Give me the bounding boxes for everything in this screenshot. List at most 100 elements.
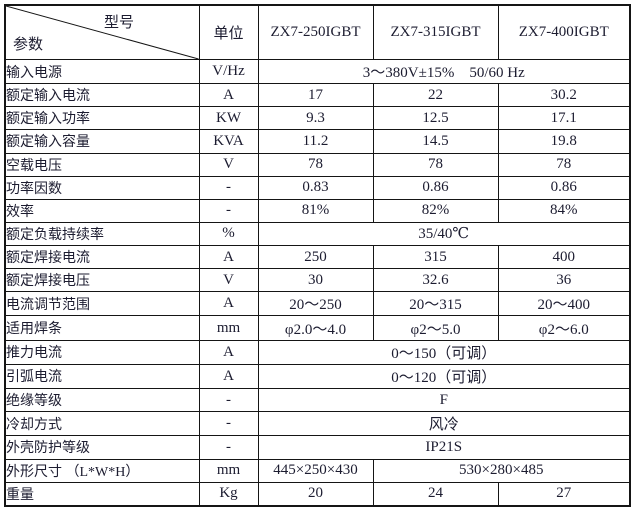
row-label: 额定负载持续率 [4,221,200,246]
row-unit: A [198,339,259,365]
row-label: 外形尺寸 （L*W*H） [4,458,200,483]
table-row: 效率 -81% 82% 84% [4,198,631,223]
row-value: 36 [497,268,631,293]
table-row: 适用焊条 mm φ2.0～4.0 φ2～5.0 φ2～6.0 [4,315,631,341]
row-unit: - [198,411,259,437]
table-row: 推力电流 A 0～150（可调） [4,339,631,365]
table-row: 外形尺寸 （L*W*H） mm 445×250×430 530×280×485 [4,458,631,483]
row-value: 81% [257,198,374,223]
row-value: 0～120（可调） [257,363,631,390]
row-unit: - [198,435,259,460]
column-header-model-2: ZX7-315IGBT [372,4,499,60]
row-unit: Kg [198,481,259,507]
row-label: 效率 [4,198,200,223]
corner-label-parameter: 参数 [13,37,44,53]
table-row: 输入电源 V/Hz 3～380V±15% 50/60 Hz [4,58,631,85]
row-value: 30 [257,268,374,293]
row-label: 推力电流 [4,339,200,365]
row-value: F [257,388,631,413]
row-value: 20 [257,481,374,507]
row-value: 0.86 [497,175,631,200]
table-row: 绝缘等级 - F [4,388,631,413]
row-value: 风冷 [257,411,631,437]
row-unit: mm [198,315,259,341]
row-label: 额定焊接电流 [4,244,200,270]
row-unit: KVA [198,129,259,154]
row-unit: A [198,244,259,270]
diagonal-divider-line [6,6,198,59]
row-unit: A [198,291,259,317]
table-row: 额定输入功率 KW 9.3 12.5 17.1 [4,106,631,131]
row-label: 重量 [4,481,200,507]
row-label: 额定输入功率 [4,106,200,131]
row-value: 530×280×485 [372,458,631,483]
row-label: 电流调节范围 [4,291,200,317]
row-value: 3～380V±15% 50/60 Hz [257,58,631,85]
spec-table: 型号 参数 单位 ZX7-250IGBT ZX7-315IGBT ZX7-400… [4,4,631,507]
column-header-unit: 单位 [198,4,259,60]
table-row: 空载电压 V 78 78 78 [4,152,631,177]
table-row: 外壳防护等级 - IP21S [4,435,631,460]
row-label: 绝缘等级 [4,388,200,413]
row-unit: V [198,152,259,177]
column-header-model-1: ZX7-250IGBT [257,4,374,60]
row-label: 额定输入电流 [4,83,200,108]
row-value: 0.86 [372,175,499,200]
table-row: 额定焊接电流 A 250 315 400 [4,244,631,270]
row-unit: A [198,83,259,108]
row-value: 22 [372,83,499,108]
row-value: IP21S [257,435,631,460]
row-value: 11.2 [257,129,374,154]
row-label: 空载电压 [4,152,200,177]
header-row: 型号 参数 单位 ZX7-250IGBT ZX7-315IGBT ZX7-400… [4,4,631,60]
row-value: 20～315 [372,291,499,317]
row-unit: % [198,221,259,246]
corner-cell: 型号 参数 [4,4,200,60]
row-unit: V/Hz [198,58,259,85]
row-unit: KW [198,106,259,131]
row-value: 17.1 [497,106,631,131]
row-label: 输入电源 [4,58,200,85]
row-unit: A [198,363,259,390]
row-value: 315 [372,244,499,270]
row-label: 额定焊接电压 [4,268,200,293]
table-row: 引弧电流 A 0～120（可调） [4,363,631,390]
row-value: 9.3 [257,106,374,131]
row-value: 78 [372,152,499,177]
table-row: 额定负载持续率% 35/40℃ [4,221,631,246]
table-row: 额定输入容量 KVA 11.2 14.5 19.8 [4,129,631,154]
table-row: 重量 Kg 20 24 27 [4,481,631,507]
table-row: 额定输入电流 A 17 22 30.2 [4,83,631,108]
column-header-model-3: ZX7-400IGBT [497,4,631,60]
row-value: 30.2 [497,83,631,108]
corner-label-model: 型号 [104,15,135,31]
row-value: 0～150（可调） [257,339,631,365]
row-unit: - [198,175,259,200]
row-label: 额定输入容量 [4,129,200,154]
row-value: 12.5 [372,106,499,131]
table-row: 电流调节范围 A 20～250 20～315 20～400 [4,291,631,317]
table-row: 功率因数 -0.83 0.86 0.86 [4,175,631,200]
row-value: 19.8 [497,129,631,154]
row-label: 适用焊条 [4,315,200,341]
table-header: 型号 参数 单位 ZX7-250IGBT ZX7-315IGBT ZX7-400… [4,4,631,60]
row-value: 14.5 [372,129,499,154]
row-unit: mm [198,458,259,483]
row-value: 20～250 [257,291,374,317]
row-unit: - [198,388,259,413]
row-value: φ2～5.0 [372,315,499,341]
row-label: 功率因数 [4,175,200,200]
row-label: 引弧电流 [4,363,200,390]
row-value: 32.6 [372,268,499,293]
row-value: 24 [372,481,499,507]
row-value: 400 [497,244,631,270]
table-row: 额定焊接电压 V 30 32.6 36 [4,268,631,293]
row-value: φ2.0～4.0 [257,315,374,341]
row-value: 35/40℃ [257,221,631,246]
row-value: 84% [497,198,631,223]
row-value: 78 [497,152,631,177]
table-row: 冷却方式 - 风冷 [4,411,631,437]
table-body: 输入电源 V/Hz 3～380V±15% 50/60 Hz 额定输入电流 A 17 22 30… [4,58,631,507]
row-value: 0.83 [257,175,374,200]
